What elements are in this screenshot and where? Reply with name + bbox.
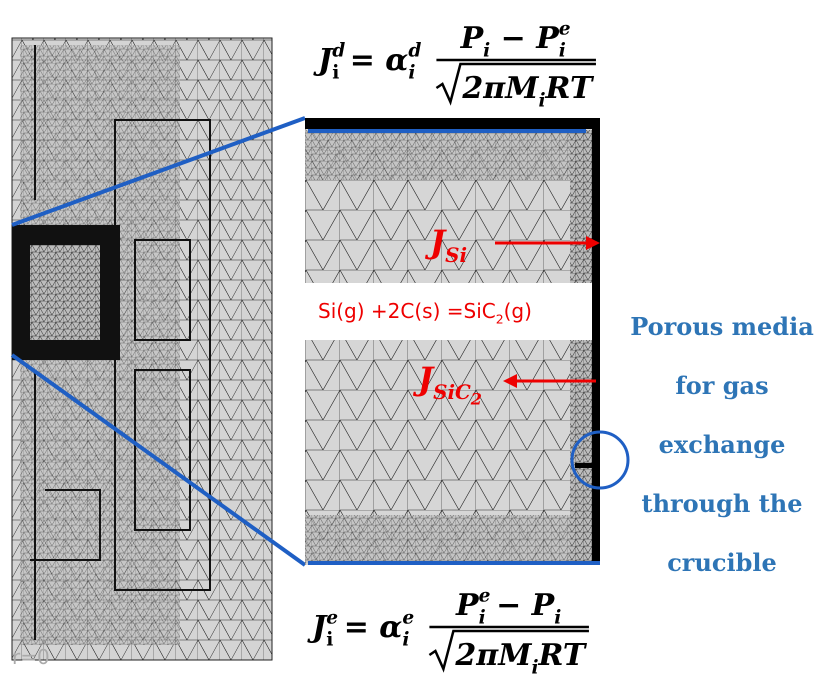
figure: r=0 Jdi = αdiPi − Pei2πMiRTJei = αeiPei …	[0, 0, 822, 689]
formula-run: i	[479, 607, 486, 628]
formula-run: Si(g) +2C(s) =SiC	[318, 299, 496, 323]
formula-run: i	[531, 657, 538, 678]
axis-label: r=0	[12, 645, 50, 669]
formula-run: = α	[339, 43, 408, 78]
mesh-zoom	[305, 118, 600, 565]
formula-run: RT	[538, 638, 588, 673]
formula-run: i	[402, 629, 409, 650]
formula-run: i	[538, 90, 545, 111]
formula-run: d	[408, 41, 421, 62]
formula-text: 2πMiRT	[461, 71, 595, 111]
formula-run: J	[307, 610, 328, 645]
formula-run: i	[559, 40, 566, 61]
formula-run: RT	[545, 71, 595, 106]
formula-run: i	[483, 40, 490, 61]
formula-run: e	[559, 19, 571, 40]
formula-run: 2	[470, 389, 482, 408]
porous-label: crucible	[667, 548, 777, 577]
formula-run: (g)	[504, 299, 532, 323]
formula-run: i	[332, 62, 339, 83]
porous-label: through the	[641, 489, 802, 518]
formula-run: Si	[445, 243, 467, 267]
formula-run: i	[326, 629, 333, 650]
formula-text: 2πMiRT	[454, 638, 588, 678]
formula-run: − P	[486, 588, 556, 623]
porous-label: exchange	[659, 430, 786, 459]
formula-run: = α	[333, 610, 402, 645]
formula-run: 2πM	[461, 71, 539, 106]
formula-run: 2πM	[454, 638, 532, 673]
formula-run: i	[554, 607, 561, 628]
formula-run: 2	[496, 312, 504, 327]
porous-label: Porous media	[630, 312, 814, 341]
formula-run: J	[313, 43, 334, 78]
formula-run: i	[408, 62, 415, 83]
mesh-left	[12, 38, 272, 660]
porous-label: for gas	[675, 371, 768, 400]
formula-run: P	[455, 588, 480, 623]
formula-run: e	[402, 608, 414, 629]
formula-run: P	[460, 21, 485, 56]
formula-run: SiC	[433, 380, 471, 404]
formula-run: − P	[490, 21, 560, 56]
